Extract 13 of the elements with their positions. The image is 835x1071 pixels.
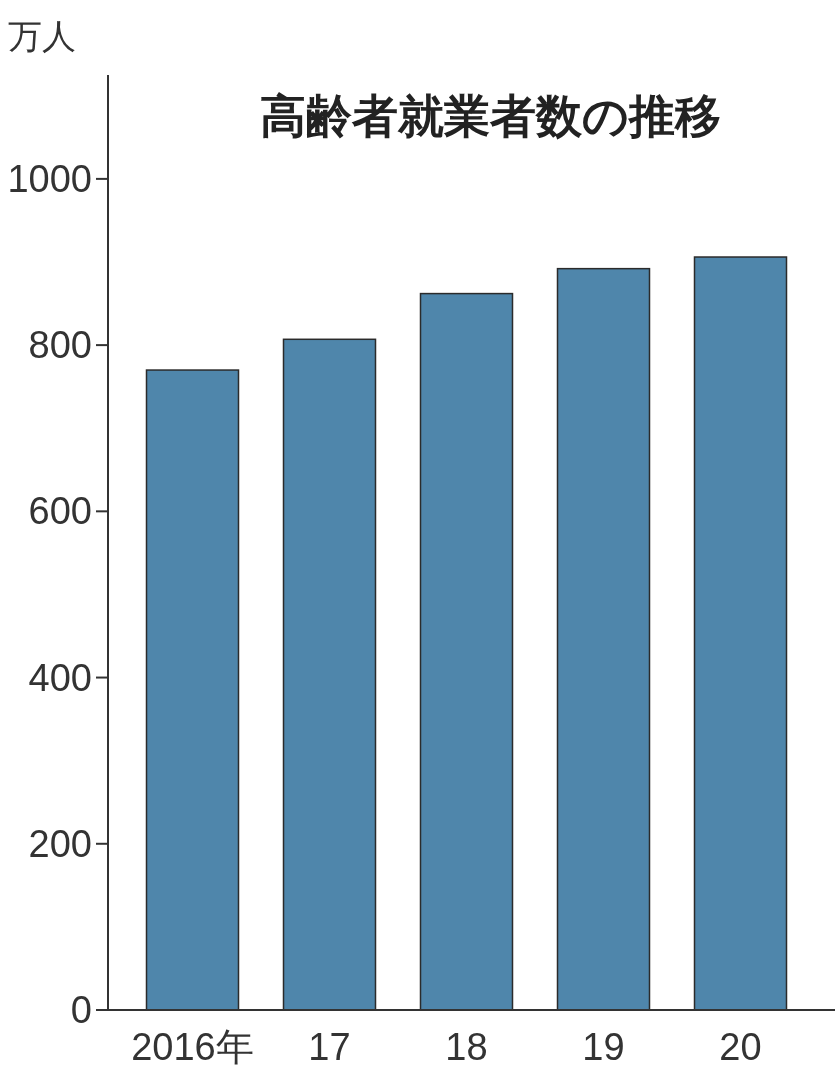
chart-title: 高齢者就業者数の推移 [259, 90, 721, 142]
x-tick-label: 20 [719, 1026, 762, 1068]
x-tick-label: 2016年 [131, 1026, 254, 1068]
y-tick-label: 800 [28, 324, 92, 367]
y-tick-label: 200 [28, 822, 92, 865]
y-tick-label: 1000 [7, 157, 92, 200]
y-axis-title: 万人 [8, 17, 76, 55]
x-tick-label: 19 [582, 1026, 625, 1068]
y-tick-label: 400 [28, 656, 92, 699]
y-tick-label: 0 [70, 989, 92, 1031]
y-tick-label: 600 [28, 490, 92, 533]
x-tick-label: 18 [445, 1026, 488, 1068]
x-tick-label: 17 [308, 1026, 351, 1068]
